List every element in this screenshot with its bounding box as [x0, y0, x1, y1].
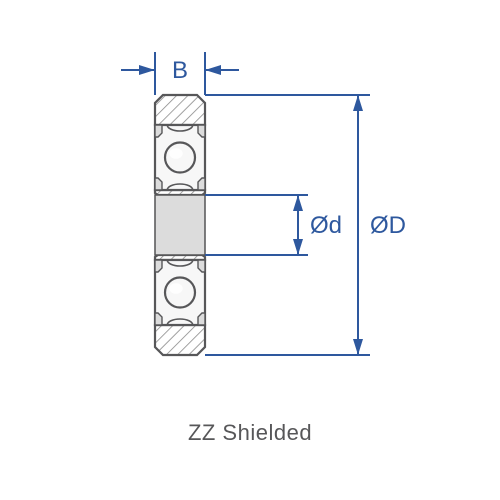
bore-face	[155, 195, 205, 255]
arrowhead	[353, 95, 363, 111]
arrowhead	[139, 65, 155, 75]
dim-label-d: Ød	[310, 212, 342, 239]
dim-label-D: ØD	[370, 212, 406, 239]
arrowhead	[205, 65, 221, 75]
outer-ring-upper	[155, 95, 205, 125]
bearing-diagram-stage: { "caption": "ZZ Shielded", "labels": { …	[0, 0, 500, 500]
raceway-band	[155, 260, 205, 325]
outer-ring-lower	[155, 325, 205, 355]
diagram-caption: ZZ Shielded	[0, 420, 500, 446]
dim-label-B: B	[172, 57, 188, 84]
arrowhead	[293, 239, 303, 255]
raceway-band	[155, 125, 205, 190]
arrowhead	[293, 195, 303, 211]
arrowhead	[353, 339, 363, 355]
